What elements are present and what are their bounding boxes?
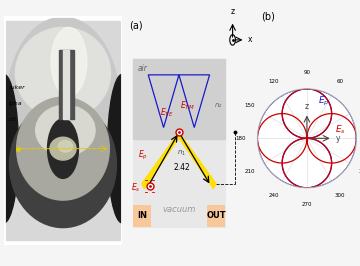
Text: air: air	[138, 64, 148, 73]
Text: z: z	[230, 7, 235, 16]
Text: (b): (b)	[261, 12, 275, 22]
Text: n₂: n₂	[215, 102, 222, 108]
Ellipse shape	[0, 74, 18, 223]
Bar	[207, 205, 225, 227]
Bar	[133, 59, 225, 227]
Bar	[133, 59, 225, 139]
Text: $n_1$: $n_1$	[177, 149, 186, 158]
Ellipse shape	[51, 27, 87, 96]
Text: x: x	[248, 35, 252, 44]
Polygon shape	[142, 132, 181, 189]
Bar	[59, 50, 74, 119]
Ellipse shape	[9, 102, 117, 228]
Text: IN: IN	[137, 211, 147, 220]
Text: lpha: lpha	[8, 101, 22, 106]
Ellipse shape	[17, 97, 109, 200]
Polygon shape	[177, 132, 216, 189]
Ellipse shape	[36, 105, 95, 156]
Text: OUT: OUT	[206, 211, 226, 220]
Text: i: i	[60, 147, 61, 152]
Text: $E_s$: $E_s$	[131, 182, 140, 194]
Text: y: y	[336, 134, 340, 143]
Ellipse shape	[50, 137, 76, 160]
Ellipse shape	[15, 27, 111, 119]
Text: $E_{TE}$: $E_{TE}$	[160, 107, 174, 119]
Bar	[63, 50, 69, 119]
Bar	[133, 205, 151, 227]
Text: $E_s$: $E_s$	[334, 123, 346, 136]
Text: z: z	[305, 102, 309, 111]
Text: vacuum: vacuum	[162, 205, 195, 214]
Text: 2.42: 2.42	[173, 163, 190, 172]
Text: $E_p$: $E_p$	[138, 149, 148, 162]
Text: $E_{TM}$: $E_{TM}$	[180, 99, 195, 112]
Circle shape	[48, 119, 78, 178]
Text: nit: nit	[8, 117, 17, 122]
Text: ruker: ruker	[8, 85, 25, 90]
Ellipse shape	[6, 17, 120, 189]
Ellipse shape	[58, 141, 72, 152]
Ellipse shape	[108, 74, 137, 223]
Text: $E_p$: $E_p$	[318, 95, 329, 108]
Text: (a): (a)	[129, 21, 143, 31]
